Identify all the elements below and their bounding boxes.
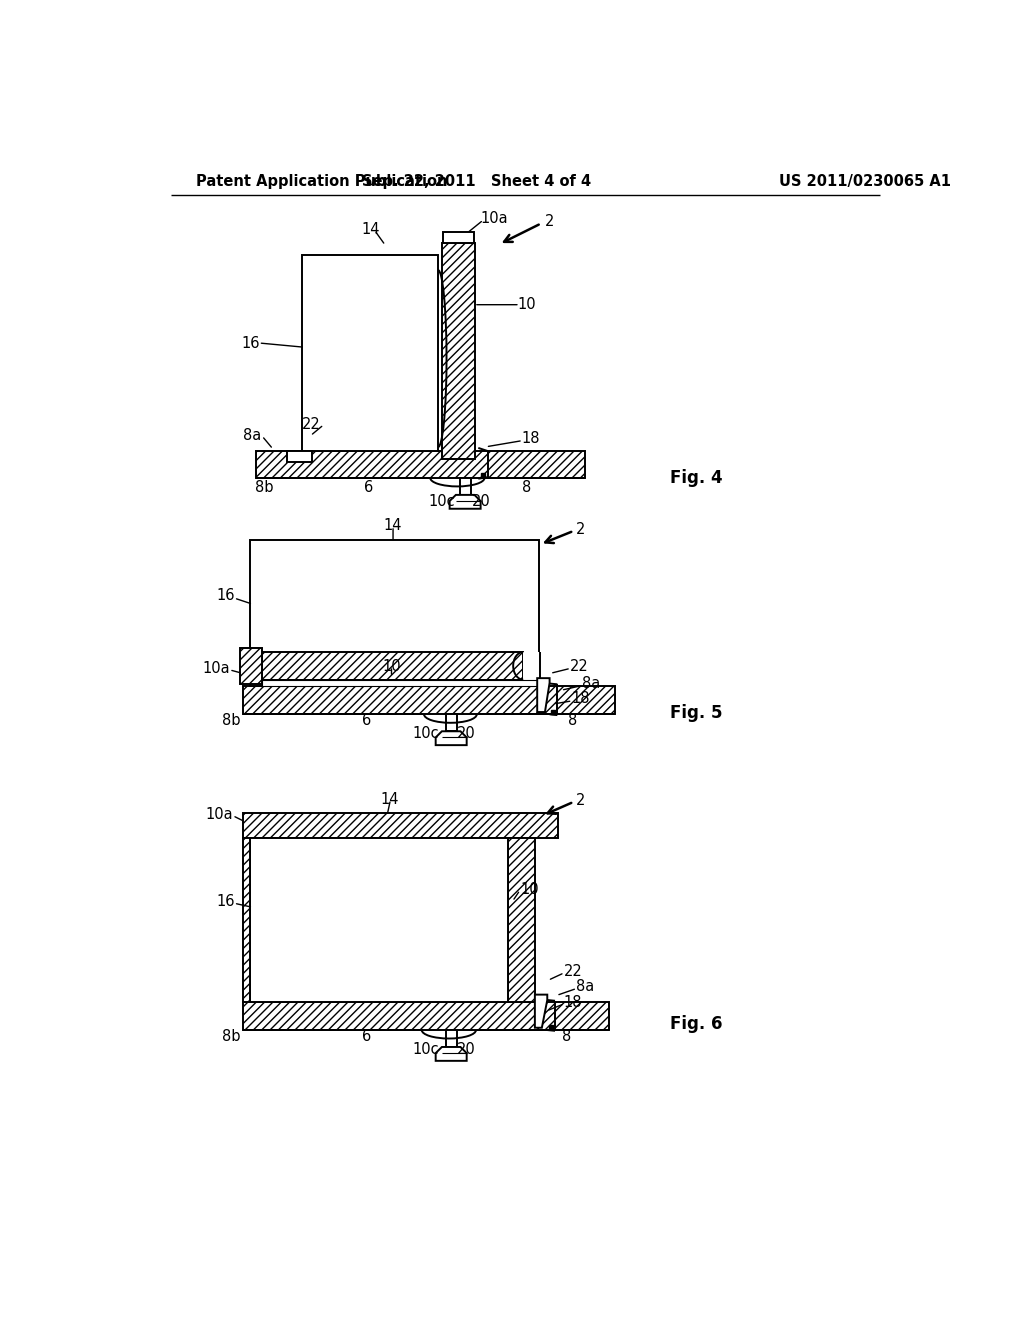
Text: 2: 2: [575, 793, 586, 808]
Text: 14: 14: [381, 792, 399, 807]
Bar: [442, 243, 475, 459]
Polygon shape: [435, 1047, 467, 1061]
Text: Patent Application Publication: Patent Application Publication: [197, 174, 447, 189]
Bar: [243, 686, 614, 714]
Bar: [460, 478, 471, 495]
Text: 14: 14: [361, 222, 380, 236]
Bar: [523, 652, 541, 680]
Text: 6: 6: [362, 1028, 372, 1044]
Text: 16: 16: [242, 335, 260, 351]
Bar: [442, 232, 474, 243]
Text: 10c: 10c: [413, 726, 439, 741]
Text: 10a: 10a: [203, 660, 230, 676]
Bar: [243, 838, 251, 1002]
Text: 10c: 10c: [413, 1041, 439, 1057]
Text: 10a: 10a: [480, 211, 508, 226]
Bar: [256, 451, 586, 478]
Text: 10: 10: [382, 659, 400, 675]
Bar: [549, 1026, 553, 1030]
Text: 20: 20: [472, 494, 490, 510]
Bar: [508, 838, 535, 1002]
Text: Fig. 5: Fig. 5: [671, 704, 723, 722]
Text: 10a: 10a: [205, 807, 232, 822]
Text: US 2011/0230065 A1: US 2011/0230065 A1: [779, 174, 951, 189]
Text: 20: 20: [458, 1041, 476, 1057]
Bar: [262, 680, 539, 686]
Bar: [251, 540, 539, 686]
Text: 22: 22: [569, 659, 589, 675]
Bar: [243, 1002, 608, 1030]
Bar: [250, 838, 508, 1002]
Text: 18: 18: [563, 995, 582, 1010]
Text: 14: 14: [384, 519, 402, 533]
Text: 2: 2: [545, 214, 554, 230]
Text: 6: 6: [364, 480, 373, 495]
Text: 8a: 8a: [583, 676, 600, 692]
Polygon shape: [287, 451, 311, 462]
Bar: [241, 648, 262, 684]
Text: 22: 22: [563, 964, 583, 979]
Text: 18: 18: [571, 692, 590, 706]
Bar: [551, 710, 555, 714]
Text: 16: 16: [216, 894, 234, 909]
Text: 8b: 8b: [222, 713, 241, 729]
Text: 8a: 8a: [575, 979, 594, 994]
Text: 16: 16: [216, 589, 234, 603]
Text: 20: 20: [458, 726, 476, 741]
Text: Fig. 4: Fig. 4: [671, 469, 723, 487]
Text: 10: 10: [518, 297, 537, 313]
Text: 8a: 8a: [243, 428, 261, 444]
Text: 22: 22: [301, 417, 321, 432]
Text: 6: 6: [362, 713, 372, 729]
Text: 8: 8: [562, 1028, 571, 1044]
Polygon shape: [535, 995, 547, 1028]
Text: 18: 18: [521, 432, 541, 446]
Bar: [256, 857, 505, 998]
Polygon shape: [538, 678, 550, 711]
Bar: [302, 255, 438, 451]
Text: 10c: 10c: [428, 494, 455, 510]
Bar: [254, 854, 505, 999]
Text: Sep. 22, 2011   Sheet 4 of 4: Sep. 22, 2011 Sheet 4 of 4: [362, 174, 591, 189]
Text: 8b: 8b: [222, 1028, 241, 1044]
Polygon shape: [435, 731, 467, 744]
Text: 8: 8: [521, 480, 531, 495]
Bar: [262, 652, 523, 680]
Bar: [243, 813, 558, 838]
Bar: [445, 1030, 457, 1047]
Text: Fig. 6: Fig. 6: [671, 1015, 723, 1032]
Text: 2: 2: [575, 521, 586, 537]
Text: 10: 10: [520, 882, 539, 898]
Bar: [445, 714, 457, 731]
Text: 8b: 8b: [255, 480, 273, 495]
Polygon shape: [450, 495, 480, 508]
Text: 8: 8: [568, 713, 578, 729]
Bar: [480, 474, 485, 478]
